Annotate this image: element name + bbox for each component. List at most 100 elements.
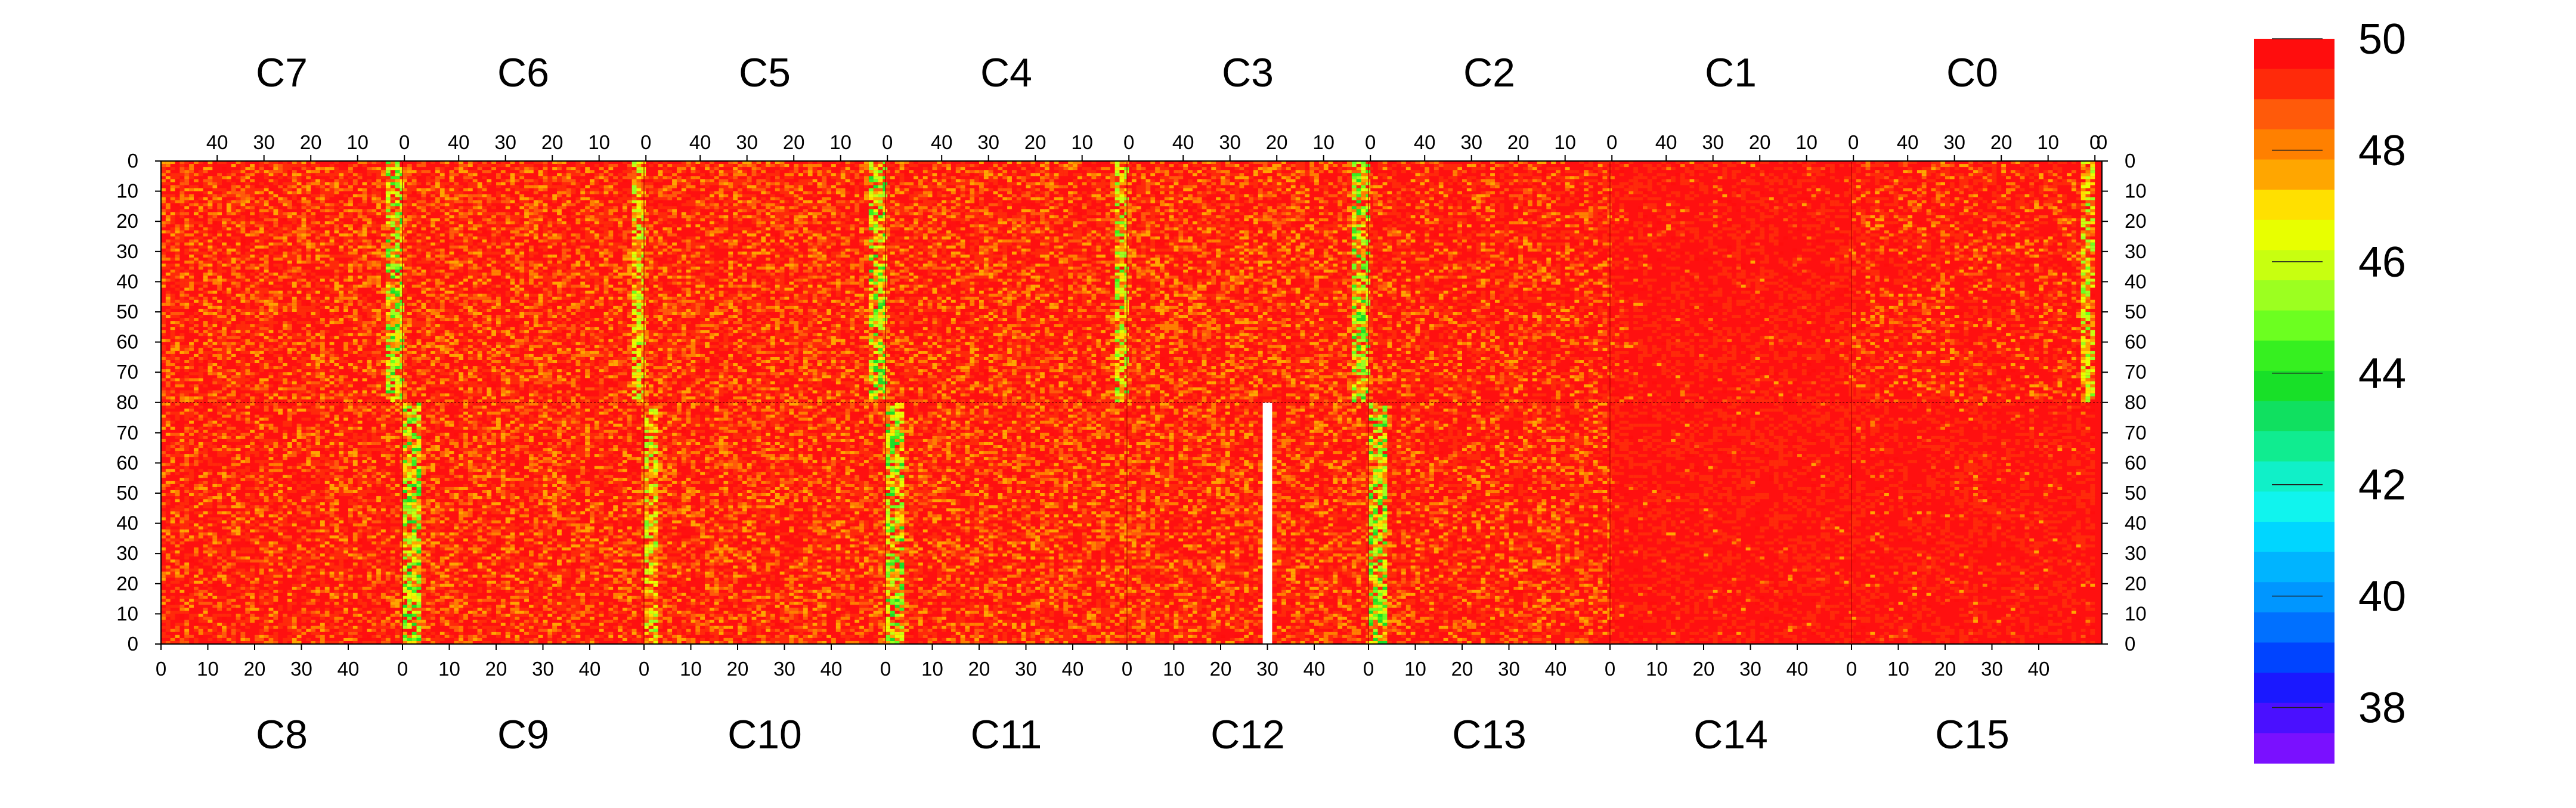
heatmap-cell: [627, 354, 632, 357]
heatmap-cell: [439, 248, 445, 252]
heatmap-cell: [491, 242, 496, 246]
heatmap-cell: [296, 267, 302, 270]
heatmap-cell: [636, 188, 642, 191]
heatmap-cell: [301, 336, 306, 339]
heatmap-cell: [538, 393, 543, 397]
heatmap-cell: [362, 203, 367, 206]
heatmap-cell: [496, 284, 501, 288]
heatmap-cell: [510, 185, 515, 188]
heatmap-cell: [491, 227, 496, 231]
heatmap-cell: [226, 206, 231, 209]
heatmap-cell: [203, 257, 208, 261]
heatmap-cell: [320, 242, 325, 246]
heatmap-cell: [198, 366, 203, 370]
heatmap-cell: [301, 215, 306, 219]
heatmap-cell: [543, 308, 548, 312]
heatmap-cell: [193, 296, 199, 300]
heatmap-cell: [557, 209, 562, 213]
heatmap-cell: [515, 357, 520, 360]
heatmap-cell: [179, 318, 185, 321]
heatmap-cell: [510, 203, 515, 206]
heatmap-cell: [487, 287, 492, 291]
heatmap-cell: [603, 221, 609, 225]
heatmap-cell: [543, 339, 548, 342]
heatmap-cell: [566, 372, 571, 376]
heatmap-cell: [343, 224, 348, 228]
heatmap-cell: [538, 161, 543, 165]
heatmap-cell: [552, 296, 558, 300]
heatmap-cell: [189, 342, 194, 345]
heatmap-cell: [311, 305, 316, 309]
heatmap-cell: [561, 203, 566, 206]
heatmap-cell: [482, 264, 487, 267]
heatmap-cell: [580, 194, 586, 197]
heatmap-cell: [627, 218, 632, 222]
heatmap-cell: [250, 336, 255, 339]
heatmap-cell: [226, 393, 231, 397]
heatmap-cell: [198, 242, 203, 246]
heatmap-cell: [343, 194, 348, 197]
heatmap-cell: [590, 318, 595, 321]
heatmap-cell: [395, 299, 400, 303]
heatmap-cell: [273, 348, 278, 351]
heatmap-cell: [571, 182, 576, 185]
heatmap-cell: [292, 296, 297, 300]
heatmap-cell: [348, 209, 353, 213]
heatmap-cell: [528, 224, 534, 228]
heatmap-cell: [505, 260, 510, 264]
heatmap-cell: [362, 315, 367, 318]
heatmap-cell: [343, 308, 348, 312]
heatmap-cell: [179, 200, 185, 203]
heatmap-cell: [343, 287, 348, 291]
heatmap-cell: [487, 390, 492, 394]
heatmap-cell: [385, 197, 391, 200]
heatmap-cell: [459, 170, 464, 174]
heatmap-cell: [334, 354, 339, 357]
heatmap-cell: [636, 173, 642, 177]
heatmap-cell: [175, 185, 180, 188]
heatmap-cell: [198, 230, 203, 234]
heatmap-cell: [561, 275, 566, 279]
heatmap-cell: [343, 233, 348, 237]
heatmap-cell: [292, 221, 297, 225]
heatmap-cell: [552, 167, 558, 171]
heatmap-cell: [301, 342, 306, 345]
heatmap-cell: [193, 212, 199, 216]
heatmap-cell: [273, 390, 278, 394]
heatmap-cell: [482, 215, 487, 219]
heatmap-cell: [231, 257, 236, 261]
heatmap-cell: [367, 260, 372, 264]
heatmap-cell: [339, 333, 344, 336]
heatmap-cell: [552, 327, 558, 330]
heatmap-cell: [165, 170, 171, 174]
heatmap-cell: [400, 369, 405, 373]
heatmap-cell: [212, 179, 218, 182]
heatmap-cell: [627, 197, 632, 200]
heatmap-cell: [467, 270, 473, 273]
heatmap-cell: [449, 348, 454, 351]
heatmap-cell: [193, 384, 199, 388]
heatmap-cell: [324, 375, 330, 379]
heatmap-cell: [439, 378, 445, 382]
heatmap-cell: [339, 233, 344, 237]
heatmap-cell: [472, 203, 478, 206]
heatmap-cell: [613, 275, 618, 279]
heatmap-cell: [496, 270, 501, 273]
heatmap-cell: [395, 161, 400, 165]
heatmap-cell: [320, 254, 325, 258]
heatmap-cell: [287, 218, 292, 222]
heatmap-cell: [385, 233, 391, 237]
heatmap-cell: [435, 182, 440, 185]
heatmap-cell: [250, 257, 255, 261]
heatmap-cell: [400, 239, 405, 243]
heatmap-cell: [184, 278, 190, 282]
heatmap-cell: [599, 384, 604, 388]
heatmap-cell: [352, 260, 358, 264]
heatmap-cell: [636, 321, 642, 324]
heatmap-cell: [222, 360, 227, 364]
heatmap-cell: [603, 396, 609, 400]
heatmap-cell: [189, 273, 194, 276]
heatmap-cell: [500, 336, 506, 339]
heatmap-cell: [543, 336, 548, 339]
heatmap-cell: [487, 194, 492, 197]
